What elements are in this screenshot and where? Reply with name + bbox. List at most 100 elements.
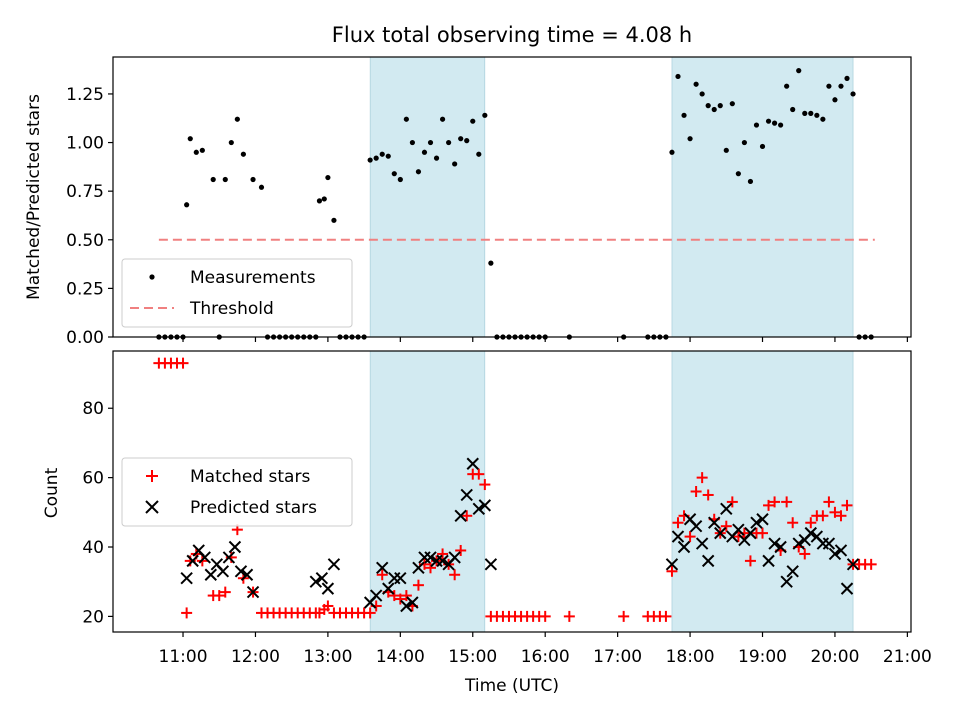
measurement-point — [838, 83, 844, 89]
ratio-plot-frame — [112, 56, 912, 338]
measurement-point — [482, 112, 488, 118]
predicted-star-marker-b — [321, 582, 335, 595]
matched-star-marker — [799, 548, 811, 560]
measurement-point — [403, 116, 409, 122]
y-tick-label: 20 — [82, 607, 104, 627]
matched-star-marker — [322, 600, 334, 612]
matched-star-marker — [720, 520, 732, 532]
predicted-star-marker — [321, 582, 335, 595]
predicted-star-marker-b — [327, 558, 341, 571]
matched-star-marker — [449, 569, 461, 581]
matched-star-marker — [726, 496, 738, 508]
x-tick-label: 18:00 — [666, 647, 715, 667]
measurement-point — [373, 155, 379, 161]
y-tick-label: 40 — [82, 538, 104, 558]
matched-star-marker — [213, 590, 225, 602]
predicted-star-marker-b — [665, 558, 679, 571]
predicted-star-marker-b — [732, 523, 745, 536]
count-legend-box — [121, 457, 353, 527]
matched-star-marker — [817, 510, 829, 522]
predicted-star-marker-b — [780, 575, 793, 588]
ratio-x-axis-ticks — [182, 337, 908, 342]
measurement-point — [687, 136, 693, 142]
measurement-point — [832, 97, 838, 103]
measurements-legend-marker — [149, 274, 155, 280]
measurement-point — [415, 169, 422, 175]
measurement-point — [741, 139, 747, 146]
predicted-star-marker-b — [774, 540, 787, 554]
measurement-point — [814, 112, 820, 118]
matched-star-marker — [412, 579, 424, 591]
measurement-point — [421, 149, 428, 155]
measurement-point — [681, 112, 687, 118]
measurement-point — [717, 103, 723, 109]
matched-star-marker — [690, 486, 702, 497]
y-tick-label: 1.25 — [66, 85, 104, 105]
predicted-star-marker — [400, 599, 413, 613]
matched-star-marker — [473, 468, 485, 480]
predicted-star-marker — [246, 585, 260, 599]
measurement-point — [850, 91, 856, 97]
predicted-star-marker — [478, 499, 492, 512]
predicted-star-marker-b — [744, 526, 757, 540]
predicted-star-marker-b — [406, 596, 419, 609]
measurement-point — [705, 103, 711, 109]
measurement-point — [258, 184, 265, 190]
predicted-star-marker-b — [424, 551, 437, 564]
measurement-point — [325, 174, 331, 181]
predicted-star-marker — [701, 554, 715, 568]
measurement-point — [759, 143, 766, 150]
matched-star-marker — [219, 586, 231, 598]
y-tick-label: 0.75 — [66, 182, 104, 202]
predicted-star-marker — [732, 523, 745, 536]
measurement-point — [452, 161, 458, 167]
matched-star-marker — [666, 565, 678, 577]
predicted-star-marker-b — [400, 599, 413, 613]
predicted-star-marker-b — [234, 565, 248, 578]
shaded-intervals — [369, 350, 854, 633]
ratio-legend-box — [121, 258, 353, 328]
y-tick-label: 80 — [82, 399, 104, 419]
matched-star-marker — [672, 517, 684, 529]
predicted-star-marker — [822, 537, 836, 550]
predicted-star-marker-b — [186, 554, 199, 568]
measurement-point — [820, 116, 826, 122]
measurement-point — [193, 149, 199, 155]
measurement-point — [729, 101, 735, 107]
matched-star-marker — [394, 593, 406, 605]
ratio-y-axis-ticks: 0.00 0.25 0.50 0.75 1.00 1.25 — [66, 85, 113, 348]
matched-star-marker — [400, 590, 412, 602]
measurement-point — [439, 116, 446, 122]
predicted-star-marker — [840, 582, 854, 595]
matched-star-marker — [696, 472, 708, 484]
predicted-star-marker — [786, 565, 799, 578]
measurement-point — [458, 136, 464, 142]
predicted-star-marker — [708, 516, 721, 529]
matched-star-marker — [437, 548, 449, 560]
predicted-star-marker-b — [382, 582, 395, 595]
predicted-star-marker — [774, 540, 787, 554]
predicted-star-marker — [472, 502, 486, 516]
matched-star-marker — [563, 610, 575, 622]
predicted-star-marker — [677, 540, 691, 554]
predicted-star-marker-b — [210, 558, 224, 571]
predicted-star-marker-b — [315, 572, 329, 585]
shaded-interval — [671, 56, 854, 338]
predicted-star-marker — [804, 526, 818, 540]
predicted-star-marker — [834, 544, 848, 557]
predicted-star-marker — [315, 572, 329, 585]
predicted-star-marker-b — [792, 537, 805, 550]
matched-star-marker — [744, 555, 756, 567]
predicted-star-marker-b — [714, 526, 727, 540]
measurement-point — [790, 106, 796, 113]
y-tick-label: 60 — [82, 469, 104, 489]
measurement-point — [470, 118, 476, 124]
matched-star-marker — [364, 607, 376, 619]
predicted-star-marker — [484, 558, 498, 571]
predicted-star-marker-b — [369, 589, 383, 602]
x-tick-label: 16:00 — [521, 647, 570, 667]
measurement-point — [488, 260, 494, 266]
predicted-star-marker — [448, 551, 461, 564]
